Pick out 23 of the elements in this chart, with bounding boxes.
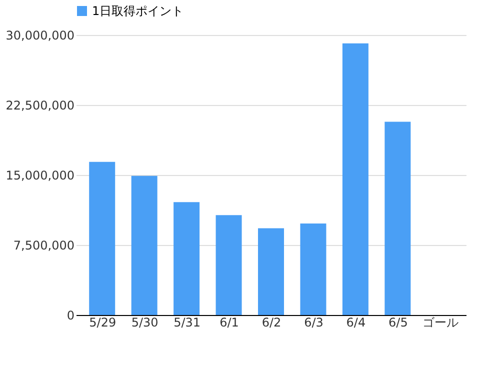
bar bbox=[300, 224, 326, 315]
y-tick-label: 22,500,000 bbox=[6, 98, 74, 112]
x-tick-label: 6/4 bbox=[346, 316, 366, 330]
bar bbox=[89, 162, 116, 315]
x-tick-label: ゴール bbox=[422, 316, 458, 330]
x-tick-label: 6/3 bbox=[304, 316, 324, 330]
bar bbox=[384, 122, 411, 315]
bar bbox=[342, 43, 368, 315]
y-tick-label: 0 bbox=[66, 308, 74, 322]
x-tick-label: 5/30 bbox=[131, 316, 158, 330]
x-tick-label: 6/2 bbox=[262, 316, 282, 330]
x-tick-label: 5/29 bbox=[89, 316, 116, 330]
y-tick-label: 15,000,000 bbox=[6, 168, 74, 182]
x-tick-label: 6/1 bbox=[220, 316, 239, 330]
bar bbox=[216, 215, 242, 315]
legend-label: 1日取得ポイント bbox=[92, 4, 184, 18]
bar bbox=[174, 202, 200, 315]
y-tick-label: 30,000,000 bbox=[6, 28, 74, 42]
y-tick-label: 7,500,000 bbox=[13, 238, 74, 252]
x-tick-label: 6/5 bbox=[388, 316, 408, 330]
bar bbox=[258, 228, 284, 315]
x-tick-label: 5/31 bbox=[174, 316, 201, 330]
bar bbox=[131, 176, 158, 315]
